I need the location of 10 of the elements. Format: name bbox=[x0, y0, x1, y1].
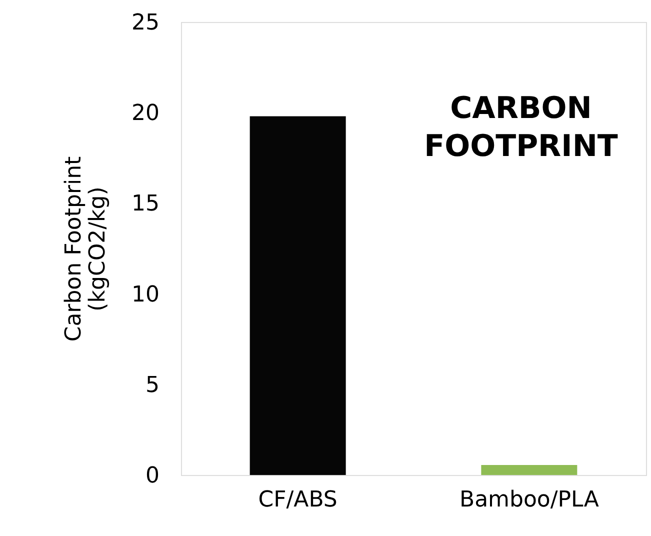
y-tick-label: 5 bbox=[146, 372, 160, 398]
y-tick-label: 20 bbox=[132, 101, 160, 126]
annotation: CARBON FOOTPRINT bbox=[424, 91, 618, 164]
x-tick-label: CF/ABS bbox=[258, 488, 338, 512]
y-tick-label: 10 bbox=[132, 282, 160, 308]
x-tick-label: Bamboo/PLA bbox=[459, 488, 599, 512]
y-axis-title: Carbon Footprint (kgCO2/kg) bbox=[62, 156, 111, 342]
y-tick-label: 15 bbox=[132, 192, 160, 217]
y-tick-label: 25 bbox=[132, 10, 160, 36]
y-tick-label: 0 bbox=[146, 464, 160, 488]
